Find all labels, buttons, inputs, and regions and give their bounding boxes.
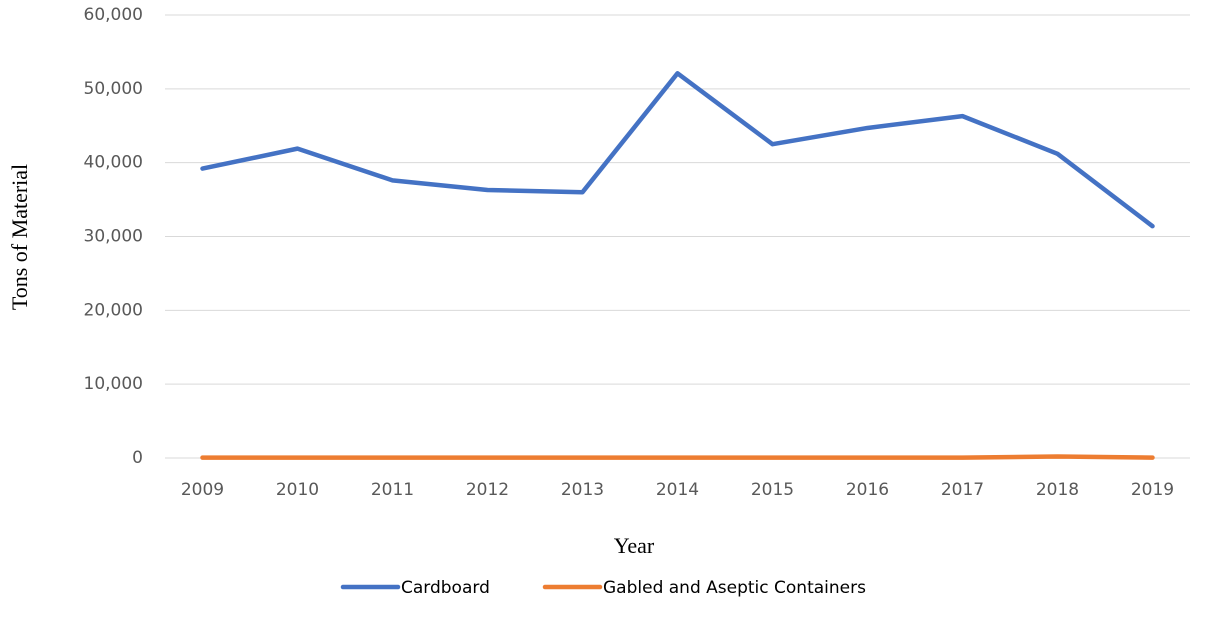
y-tick-label: 30,000	[84, 227, 143, 247]
x-tick-label: 2009	[181, 480, 224, 500]
y-tick-label: 40,000	[84, 153, 143, 173]
y-axis-label: Tons of Material	[7, 164, 32, 310]
x-tick-label: 2010	[276, 480, 319, 500]
line-series	[200, 454, 1155, 460]
x-tick-label: 2013	[561, 480, 604, 500]
x-axis-label: Year	[614, 533, 655, 558]
x-tick-label: 2018	[1036, 480, 1079, 500]
x-tick-label: 2016	[846, 480, 889, 500]
x-tick-label: 2014	[656, 480, 699, 500]
line-series	[200, 71, 1155, 229]
x-tick-label: 2019	[1131, 480, 1174, 500]
x-tick-label: 2017	[941, 480, 984, 500]
y-tick-label: 20,000	[84, 300, 143, 320]
y-tick-label: 60,000	[84, 5, 143, 25]
legend-label: Gabled and Aseptic Containers	[603, 578, 866, 598]
x-tick-label: 2012	[466, 480, 509, 500]
x-tick-label: 2011	[371, 480, 414, 500]
legend-label: Cardboard	[401, 578, 490, 598]
x-tick-label: 2015	[751, 480, 794, 500]
y-tick-label: 50,000	[84, 79, 143, 99]
y-tick-label: 0	[132, 448, 143, 468]
y-tick-label: 10,000	[84, 374, 143, 394]
